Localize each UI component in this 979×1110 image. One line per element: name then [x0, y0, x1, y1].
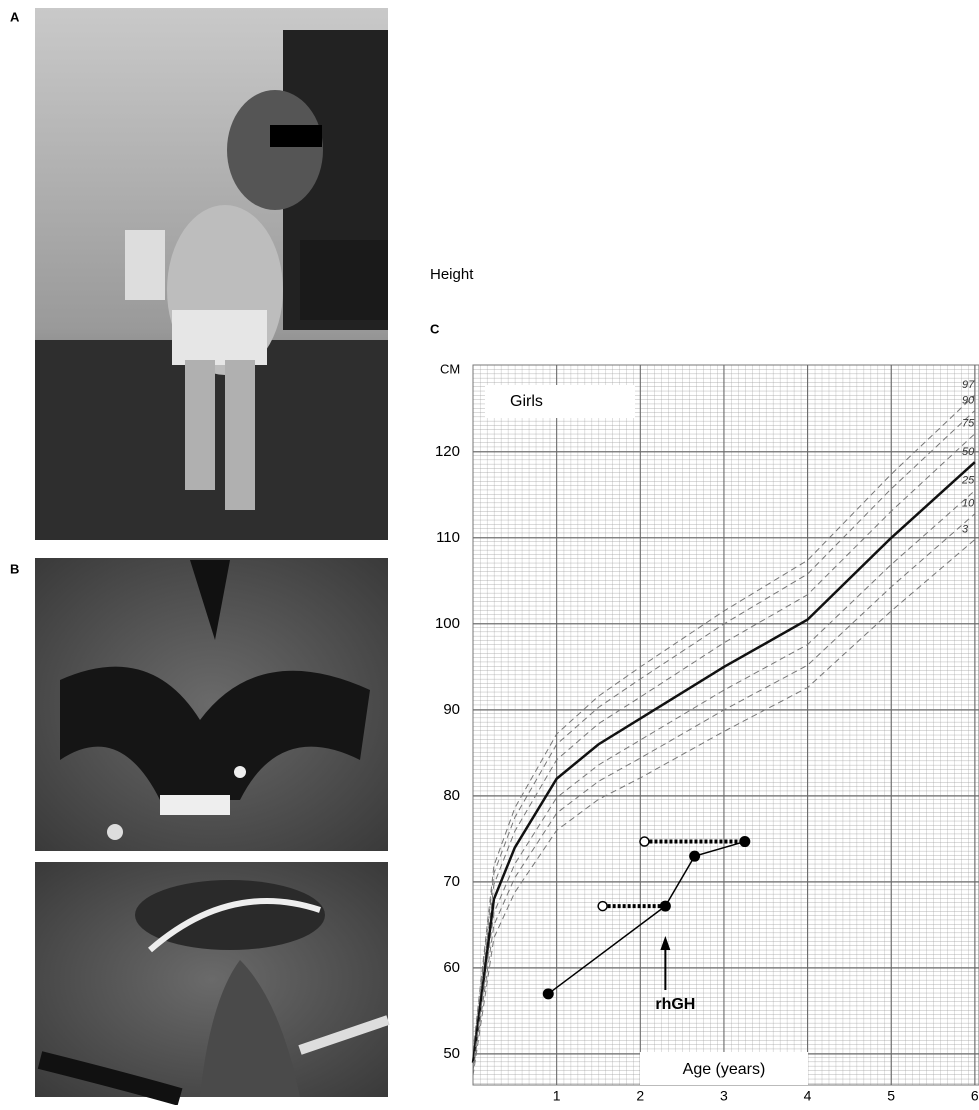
- bone-age-point: [598, 902, 607, 911]
- patient-point: [660, 901, 671, 912]
- patient-point: [543, 988, 554, 999]
- legend-label: 3: [962, 524, 969, 536]
- patient-point: [689, 851, 700, 862]
- mri-image: [35, 558, 388, 851]
- x-tick-label: 5: [887, 1088, 895, 1104]
- bone-age-point: [640, 837, 649, 846]
- annotation: rhGH: [655, 996, 695, 1013]
- y-tick-label: 60: [443, 959, 460, 976]
- legend-label: 90: [962, 394, 975, 406]
- x-axis-label: Age (years): [683, 1061, 766, 1078]
- plot-area: [473, 365, 979, 1085]
- panel-label: C: [430, 321, 440, 336]
- body: A B Height C CM 9790755025103rhGH Girls: [0, 0, 979, 1110]
- legend-label: 25: [961, 474, 975, 486]
- x-tick-label: 6: [971, 1088, 979, 1104]
- y-tick-label: 80: [443, 787, 460, 804]
- page: {"panel_labels": {"a": "A", "b": "B"}, "…: [0, 0, 979, 1110]
- patient-point: [739, 836, 750, 847]
- panel-label: A: [10, 9, 20, 24]
- legend-label: 97: [962, 379, 975, 391]
- y-tick-label: 70: [443, 873, 460, 890]
- y-tick-label: 90: [443, 701, 460, 718]
- y-tick-label: 100: [435, 615, 460, 632]
- figure: A B Height C CM 9790755025103rhGH Girls: [0, 0, 979, 1105]
- y-tick-label: 120: [435, 443, 460, 460]
- legend-box: [485, 385, 635, 418]
- y-axis-label: CM: [440, 361, 460, 376]
- photo: [35, 8, 388, 540]
- x-tick-label: 1: [553, 1088, 561, 1104]
- legend-label: 75: [962, 418, 975, 430]
- y-tick-label: 50: [443, 1045, 460, 1062]
- mri-image: [35, 862, 388, 1097]
- panel-label: B: [10, 561, 19, 576]
- subtitle: Girls: [510, 393, 543, 410]
- x-tick-label: 2: [636, 1088, 644, 1104]
- legend-label: 50: [962, 446, 975, 458]
- chart-title: Height: [430, 266, 474, 283]
- legend-label: 10: [962, 498, 975, 510]
- x-tick-label: 3: [720, 1088, 728, 1104]
- y-tick-label: 110: [436, 529, 460, 546]
- x-tick-label: 4: [804, 1088, 812, 1104]
